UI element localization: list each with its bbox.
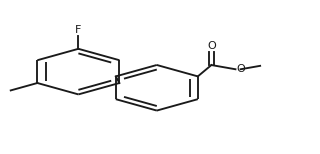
Text: F: F [75,25,82,35]
Text: O: O [237,64,245,74]
Text: O: O [207,41,216,51]
